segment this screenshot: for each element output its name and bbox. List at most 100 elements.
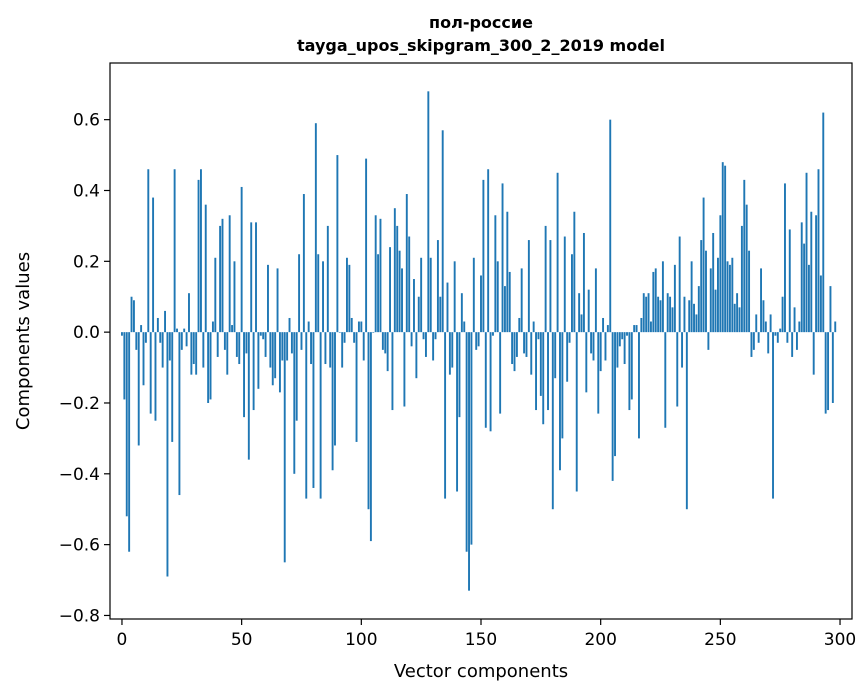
- bar: [800, 222, 803, 333]
- bar: [257, 332, 260, 389]
- bar: [463, 321, 466, 333]
- bar: [401, 268, 403, 333]
- bar: [611, 332, 614, 481]
- bar: [432, 332, 435, 361]
- bar: [539, 332, 542, 396]
- bar: [324, 332, 327, 365]
- bar: [137, 332, 140, 446]
- bar: [525, 332, 528, 357]
- bar: [630, 332, 633, 400]
- bar: [544, 225, 547, 333]
- bar: [568, 332, 571, 343]
- bar: [503, 286, 506, 333]
- bar: [195, 332, 198, 375]
- bar: [695, 314, 698, 333]
- bar: [444, 332, 447, 499]
- bar: [798, 321, 801, 333]
- bar: [262, 332, 265, 340]
- bar: [377, 254, 380, 333]
- y-tick-label: 0.6: [73, 111, 100, 131]
- bar: [810, 211, 813, 333]
- bar: [597, 332, 600, 414]
- bar: [283, 332, 286, 563]
- bar: [496, 261, 499, 333]
- bar: [788, 229, 791, 333]
- bar: [216, 332, 219, 357]
- bar: [681, 332, 684, 368]
- bar: [161, 332, 164, 368]
- bar: [267, 264, 269, 333]
- bar: [748, 250, 751, 333]
- bar: [226, 332, 229, 375]
- bar: [317, 254, 320, 333]
- bar: [767, 332, 770, 354]
- bar: [822, 112, 825, 333]
- bar: [369, 332, 372, 542]
- bar: [628, 332, 631, 411]
- bar: [398, 250, 401, 333]
- bar: [468, 332, 470, 591]
- bar: [666, 293, 669, 333]
- bar: [281, 332, 284, 361]
- bar: [240, 186, 243, 333]
- bar: [355, 332, 358, 442]
- bar: [295, 332, 298, 421]
- bar: [238, 332, 241, 365]
- bar: [661, 261, 664, 333]
- bar: [769, 314, 772, 333]
- bar: [405, 194, 408, 333]
- bar: [255, 222, 257, 333]
- bar: [336, 155, 339, 333]
- bar: [654, 268, 657, 333]
- bar: [312, 332, 315, 488]
- bar: [434, 332, 437, 340]
- bar: [554, 332, 557, 379]
- bar: [458, 332, 461, 418]
- bar: [305, 332, 308, 499]
- bar: [192, 332, 195, 365]
- bar: [290, 332, 293, 354]
- x-tick-label: 200: [584, 630, 616, 650]
- bar: [144, 332, 147, 343]
- x-tick-label: 250: [704, 630, 736, 650]
- bar: [791, 332, 794, 357]
- bar: [408, 236, 411, 333]
- bar: [535, 332, 537, 411]
- bar: [341, 332, 344, 368]
- bar: [827, 332, 830, 411]
- bar: [298, 254, 301, 333]
- bar: [499, 332, 502, 414]
- bar: [140, 325, 143, 333]
- bar: [386, 332, 389, 372]
- bar: [480, 275, 482, 333]
- bar: [302, 194, 305, 333]
- bar: [487, 169, 490, 333]
- bar: [159, 332, 162, 343]
- bar: [815, 215, 818, 333]
- bar: [448, 332, 451, 375]
- bar: [197, 179, 200, 333]
- bar: [381, 332, 384, 350]
- bar: [415, 332, 418, 379]
- bar: [307, 321, 310, 333]
- bar: [422, 332, 425, 340]
- bar: [166, 332, 169, 577]
- bar: [245, 332, 248, 354]
- y-axis-label: Components values: [13, 252, 34, 430]
- bar: [288, 317, 291, 333]
- bar: [604, 332, 607, 361]
- bar: [760, 268, 762, 333]
- bar: [523, 332, 526, 354]
- bar: [690, 261, 693, 333]
- bar: [578, 293, 581, 333]
- bar: [657, 296, 660, 333]
- bar: [724, 165, 727, 333]
- bar: [180, 332, 183, 350]
- bar: [130, 296, 133, 333]
- bar: [776, 332, 779, 343]
- bar: [132, 300, 135, 333]
- bar: [154, 332, 157, 421]
- bar: [618, 332, 621, 347]
- y-tick-label: −0.8: [59, 606, 100, 626]
- bar: [757, 332, 760, 343]
